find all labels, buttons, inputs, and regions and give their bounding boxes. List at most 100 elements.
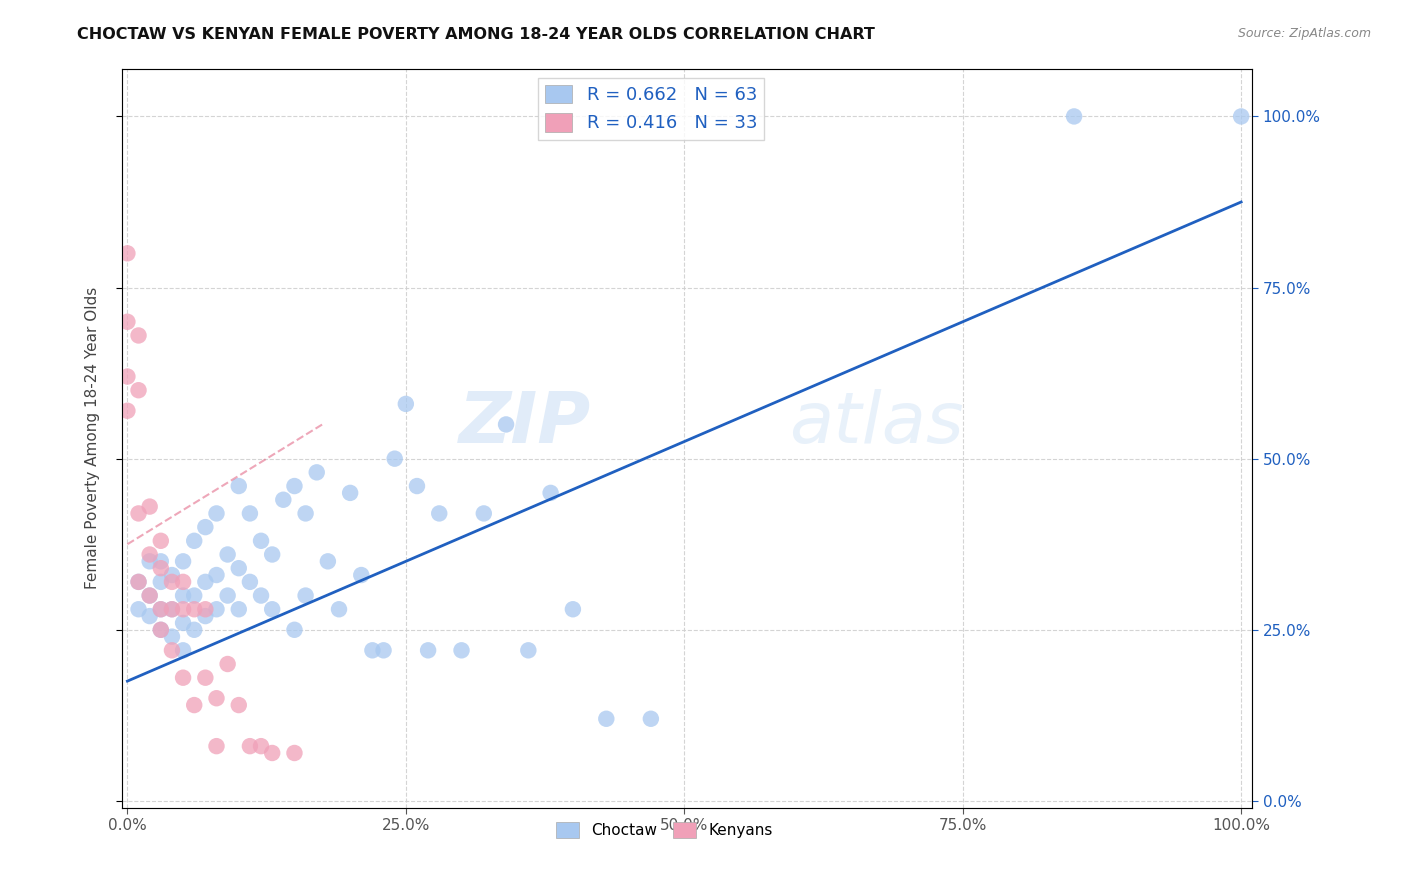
Point xyxy=(1230,110,1253,124)
Point xyxy=(117,246,139,260)
Text: CHOCTAW VS KENYAN FEMALE POVERTY AMONG 18-24 YEAR OLDS CORRELATION CHART: CHOCTAW VS KENYAN FEMALE POVERTY AMONG 1… xyxy=(77,27,875,42)
Point xyxy=(183,589,205,603)
Point xyxy=(149,574,172,589)
Text: atlas: atlas xyxy=(789,389,963,458)
Point xyxy=(138,500,160,514)
Point xyxy=(172,574,194,589)
Point xyxy=(183,623,205,637)
Point xyxy=(138,554,160,568)
Point xyxy=(149,533,172,548)
Point xyxy=(262,548,284,562)
Point xyxy=(283,479,305,493)
Point xyxy=(128,328,150,343)
Point xyxy=(128,574,150,589)
Point xyxy=(149,602,172,616)
Point xyxy=(194,609,217,624)
Point xyxy=(128,574,150,589)
Point xyxy=(250,533,273,548)
Point xyxy=(416,643,439,657)
Point xyxy=(172,554,194,568)
Point xyxy=(194,671,217,685)
Point xyxy=(205,568,228,582)
Point xyxy=(262,602,284,616)
Point xyxy=(138,609,160,624)
Point xyxy=(250,739,273,753)
Point xyxy=(472,507,495,521)
Point xyxy=(149,623,172,637)
Point xyxy=(540,486,562,500)
Point xyxy=(160,630,183,644)
Point xyxy=(316,554,339,568)
Point xyxy=(172,589,194,603)
Point xyxy=(217,548,239,562)
Point xyxy=(149,554,172,568)
Legend: Choctaw, Kenyans: Choctaw, Kenyans xyxy=(550,816,779,845)
Point xyxy=(183,533,205,548)
Point xyxy=(228,561,250,575)
Point xyxy=(350,568,373,582)
Point xyxy=(183,698,205,712)
Point xyxy=(117,403,139,417)
Point xyxy=(283,746,305,760)
Point xyxy=(328,602,350,616)
Point xyxy=(239,739,262,753)
Point xyxy=(183,602,205,616)
Point xyxy=(172,615,194,630)
Point xyxy=(228,479,250,493)
Point xyxy=(149,602,172,616)
Point xyxy=(149,561,172,575)
Point xyxy=(160,574,183,589)
Point xyxy=(595,712,617,726)
Point xyxy=(384,451,406,466)
Point xyxy=(117,315,139,329)
Point xyxy=(373,643,395,657)
Point xyxy=(273,492,295,507)
Point xyxy=(160,568,183,582)
Point xyxy=(172,671,194,685)
Point xyxy=(250,589,273,603)
Point xyxy=(205,691,228,706)
Point xyxy=(117,369,139,384)
Point xyxy=(194,574,217,589)
Point xyxy=(361,643,384,657)
Point xyxy=(450,643,472,657)
Point xyxy=(172,643,194,657)
Text: ZIP: ZIP xyxy=(458,389,591,458)
Point xyxy=(160,602,183,616)
Point xyxy=(194,602,217,616)
Point xyxy=(205,507,228,521)
Point xyxy=(128,383,150,397)
Point xyxy=(561,602,583,616)
Point xyxy=(149,623,172,637)
Point xyxy=(262,746,284,760)
Point xyxy=(138,589,160,603)
Point xyxy=(495,417,517,432)
Point xyxy=(205,739,228,753)
Point xyxy=(283,623,305,637)
Point xyxy=(294,507,316,521)
Point xyxy=(128,507,150,521)
Point xyxy=(517,643,540,657)
Point xyxy=(395,397,418,411)
Point xyxy=(138,548,160,562)
Point xyxy=(160,643,183,657)
Point xyxy=(172,602,194,616)
Point xyxy=(1063,110,1085,124)
Point xyxy=(640,712,662,726)
Point xyxy=(294,589,316,603)
Point xyxy=(217,589,239,603)
Point xyxy=(128,602,150,616)
Point xyxy=(160,602,183,616)
Y-axis label: Female Poverty Among 18-24 Year Olds: Female Poverty Among 18-24 Year Olds xyxy=(86,287,100,590)
Point xyxy=(228,698,250,712)
Text: Source: ZipAtlas.com: Source: ZipAtlas.com xyxy=(1237,27,1371,40)
Point xyxy=(205,602,228,616)
Point xyxy=(427,507,450,521)
Point xyxy=(217,657,239,671)
Point xyxy=(138,589,160,603)
Point xyxy=(239,507,262,521)
Point xyxy=(305,466,328,480)
Point xyxy=(228,602,250,616)
Point xyxy=(339,486,361,500)
Point xyxy=(194,520,217,534)
